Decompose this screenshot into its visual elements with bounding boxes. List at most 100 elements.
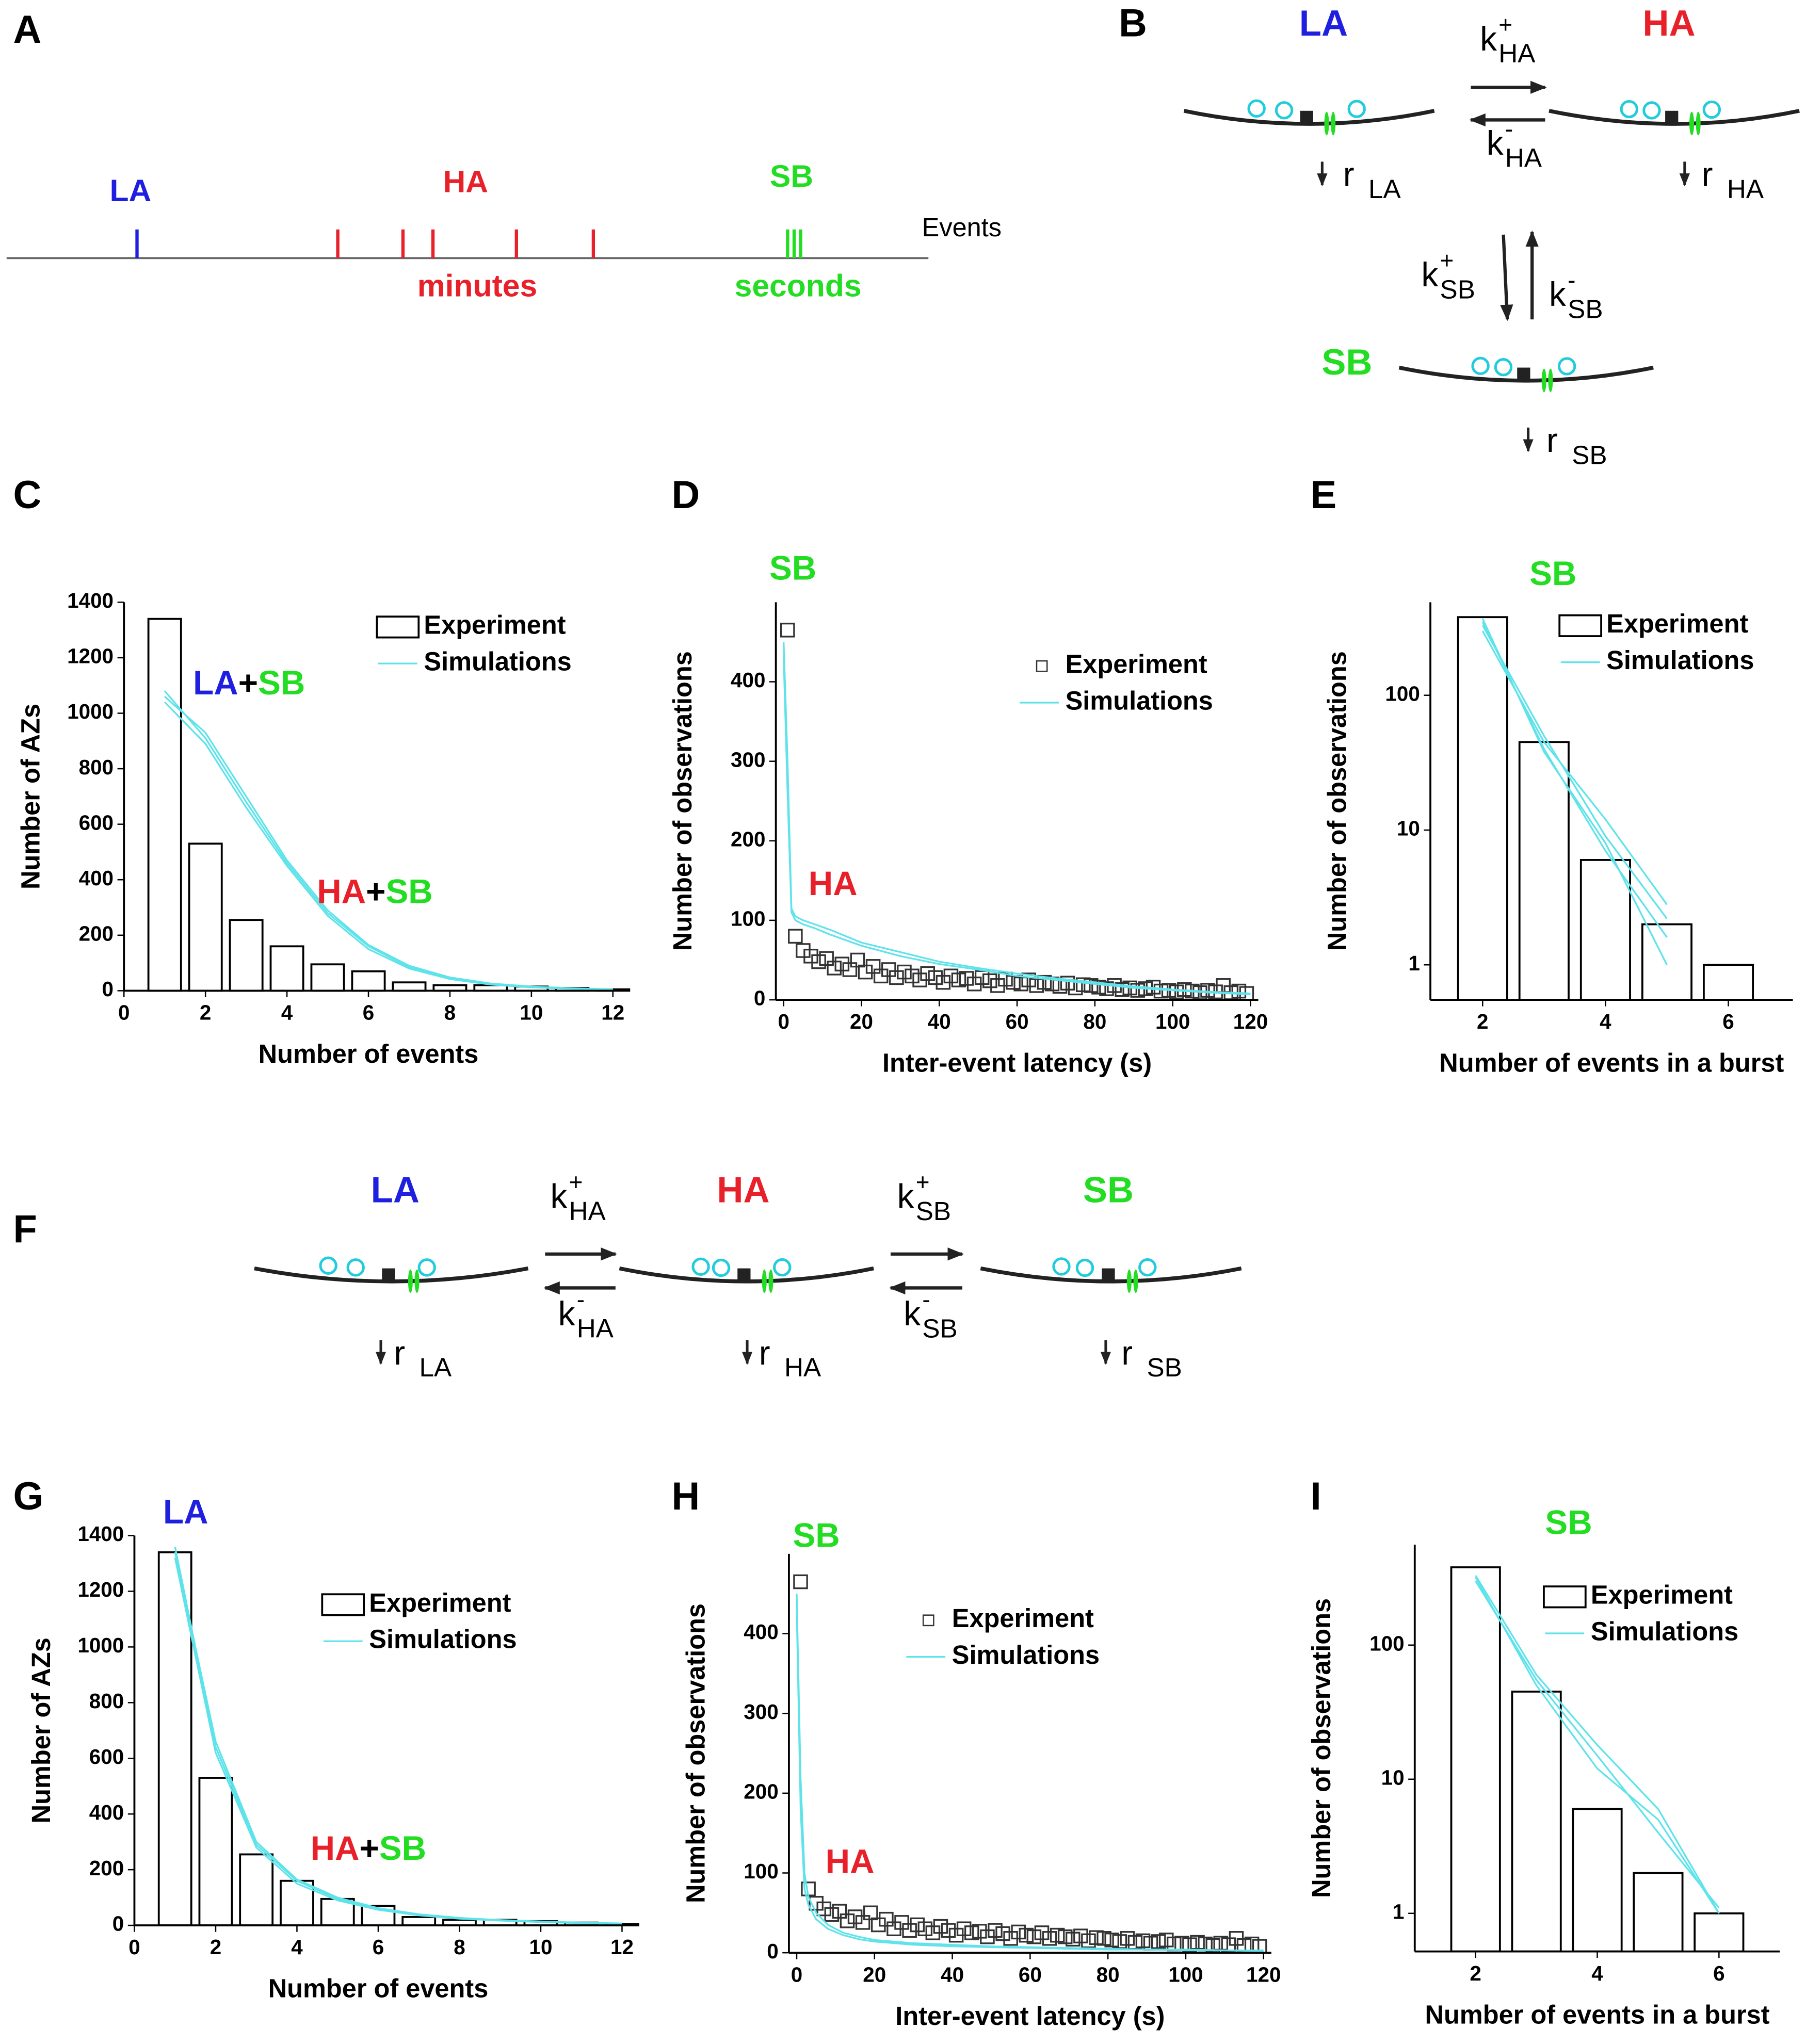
marker (1068, 980, 1083, 996)
bar (198, 1777, 233, 1926)
marker (1066, 1932, 1081, 1947)
marker (964, 1925, 979, 1940)
rate-sub: SB (1572, 440, 1607, 469)
bar (1703, 964, 1754, 1001)
marker (988, 1923, 1003, 1938)
channel (1689, 111, 1695, 136)
simulation-line (1481, 625, 1668, 919)
marker (1073, 1928, 1088, 1943)
x-tick-label: 6 (1722, 1010, 1734, 1033)
marker (811, 954, 826, 969)
annotation-part: SB (793, 1517, 840, 1554)
marker (842, 962, 858, 977)
x-axis-title: Number of events in a burst (1425, 2000, 1769, 2029)
panel-letter: D (671, 473, 700, 517)
legend-label: Experiment (1066, 650, 1207, 679)
panel-letter: H (671, 1474, 700, 1518)
x-tick-label: 4 (291, 1935, 303, 1959)
x-tick-label: 0 (778, 1010, 789, 1033)
marker (793, 1574, 808, 1589)
annotation: HA+SB (317, 873, 433, 911)
annotation-part: LA (163, 1493, 208, 1531)
vesicle (691, 1257, 710, 1276)
y-tick-label: 1400 (77, 1522, 124, 1546)
simulation-line (1475, 1577, 1720, 1914)
marker (1112, 1934, 1127, 1949)
x-tick-label: 80 (1083, 1010, 1106, 1033)
state-label: SB (1321, 342, 1372, 382)
channel (1324, 111, 1329, 136)
annotation-part: SB (385, 873, 432, 911)
panel-letter: I (1311, 1474, 1321, 1518)
vesicle (1247, 99, 1266, 118)
rate-label: r SB (1121, 1334, 1182, 1382)
marker (850, 952, 865, 968)
x-tick-label: 4 (1600, 1010, 1611, 1033)
simulation-line (1475, 1580, 1720, 1909)
rate-sub: SB (916, 1196, 951, 1225)
y-tick-label: 300 (744, 1700, 778, 1724)
bar (1511, 1691, 1562, 1953)
bar (239, 1853, 274, 1926)
x-tick-label: 12 (601, 1001, 624, 1025)
rate-label: r HA (759, 1334, 821, 1382)
bar (188, 842, 223, 992)
marker (956, 1921, 972, 1937)
panel-letter: G (13, 1474, 43, 1518)
marker (1135, 1933, 1151, 1949)
legend-label: Experiment (369, 1588, 511, 1617)
bar (1450, 1566, 1501, 1953)
vesicle (712, 1258, 731, 1277)
rate-label: r LA (1343, 156, 1401, 203)
marker (1120, 1931, 1135, 1946)
rate-sup: + (916, 1169, 930, 1195)
rate-sup: - (922, 1286, 930, 1313)
x-tick-label: 6 (363, 1001, 374, 1025)
channel (1541, 368, 1546, 393)
x-tick-label: 10 (520, 1001, 543, 1025)
legend-swatch (1543, 1585, 1587, 1609)
state-label: HA (1642, 3, 1695, 43)
bar (229, 919, 264, 992)
membrane (254, 1266, 529, 1284)
x-axis-title: Number of events (268, 1974, 489, 2003)
annotation-part: + (359, 1829, 379, 1867)
marker (1084, 978, 1099, 993)
y-tick-label: 1000 (77, 1633, 124, 1657)
marker (933, 1919, 948, 1934)
y-tick-label: 1400 (67, 589, 114, 612)
vesicle (773, 1258, 792, 1277)
rate-base: k (904, 1295, 921, 1333)
annotation: SB (793, 1517, 840, 1554)
x-axis-title: Inter-event latency (s) (895, 2001, 1165, 2031)
rate-sup: + (1498, 11, 1512, 38)
vesicle (319, 1256, 337, 1275)
marker (1167, 1936, 1182, 1952)
channel (762, 1269, 767, 1293)
x-tick-label: 60 (1019, 1962, 1042, 1986)
rate-label: k -SB (1549, 267, 1603, 323)
y-tick-label: 0 (767, 1939, 778, 1963)
x-tick-label: 20 (850, 1010, 873, 1033)
marker (816, 1901, 832, 1917)
legend-label: Simulations (1066, 686, 1213, 715)
rate-sup: - (1505, 116, 1513, 142)
marker (972, 1924, 987, 1939)
y-tick-label: 800 (89, 1689, 124, 1713)
rate-base: k (558, 1295, 575, 1333)
panel-letter: E (1311, 473, 1337, 517)
x-tick-label: 100 (1155, 1010, 1190, 1033)
bar (351, 970, 386, 992)
annotation: SB (1529, 555, 1576, 592)
y-tick-label: 10 (1397, 817, 1420, 840)
marker (1057, 1929, 1073, 1944)
rate-base: r (759, 1334, 770, 1372)
y-tick-label: 200 (731, 827, 765, 851)
annotation-part: SB (379, 1829, 426, 1867)
event-ticks (135, 229, 802, 258)
annotation-part: + (238, 664, 258, 702)
x-tick-label: 0 (791, 1962, 802, 1986)
rate-sub: SB (1440, 274, 1475, 304)
bar (1572, 1808, 1623, 1953)
rate-sub: HA (1727, 174, 1764, 203)
